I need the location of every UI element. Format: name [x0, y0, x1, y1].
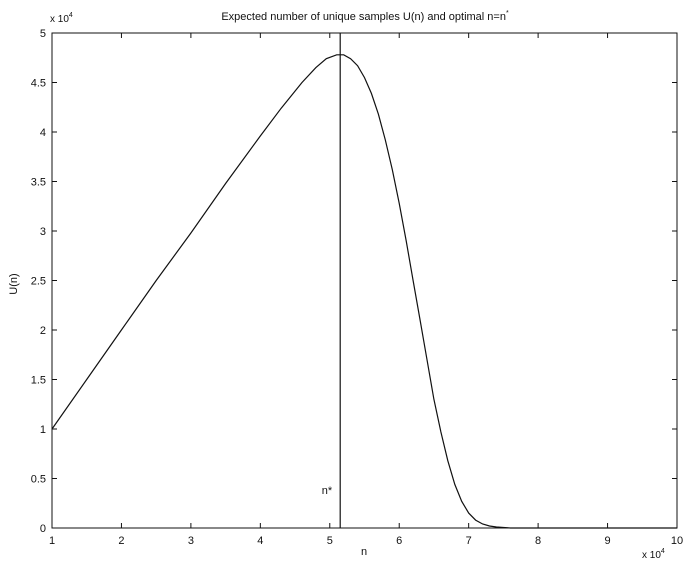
x-tick-label: 2: [118, 535, 124, 547]
chart-marks: n*: [51, 33, 677, 529]
x-tick-label: 5: [327, 535, 333, 547]
y-tick-label: 0.5: [31, 474, 46, 486]
y-axis-ticks: 0 0.5 1 1.5 2 2.5 3 3.5 4 4.5 5: [31, 28, 677, 535]
y-tick-label: 1.5: [31, 375, 46, 387]
x-axis-label: n: [361, 546, 367, 558]
y-tick-label: 2.5: [31, 276, 46, 288]
x-tick-label: 1: [49, 535, 55, 547]
x-tick-label: 9: [604, 535, 610, 547]
plot-area: [51, 32, 678, 529]
y-tick-label: 2: [40, 325, 46, 337]
y-tick-label: 1: [40, 424, 46, 436]
x-tick-label: 6: [396, 535, 402, 547]
chart-title: Expected number of unique samples U(n) a…: [221, 10, 509, 23]
x-axis-ticks: 1 2 3 4 5 6 7 8 9 10: [49, 33, 683, 547]
y-tick-label: 4.5: [31, 78, 46, 90]
x-tick-label: 7: [466, 535, 472, 547]
x-tick-label: 3: [188, 535, 194, 547]
y-tick-label: 3: [40, 226, 46, 238]
plot-frame: [51, 32, 678, 529]
x-tick-label: 10: [671, 535, 683, 547]
y-tick-label: 0: [40, 523, 46, 535]
y-tick-label: 5: [40, 28, 46, 40]
x-tick-label: 8: [535, 535, 541, 547]
y-axis-label: U(n): [8, 273, 20, 294]
x-tick-label: 4: [257, 535, 263, 547]
y-tick-label: 3.5: [31, 177, 46, 189]
x-axis-multiplier: x 104: [642, 548, 665, 561]
optimal-n-label: n*: [322, 485, 333, 497]
y-tick-label: 4: [40, 127, 46, 139]
y-axis-multiplier: x 104: [50, 12, 73, 25]
series-line: [51, 54, 677, 529]
